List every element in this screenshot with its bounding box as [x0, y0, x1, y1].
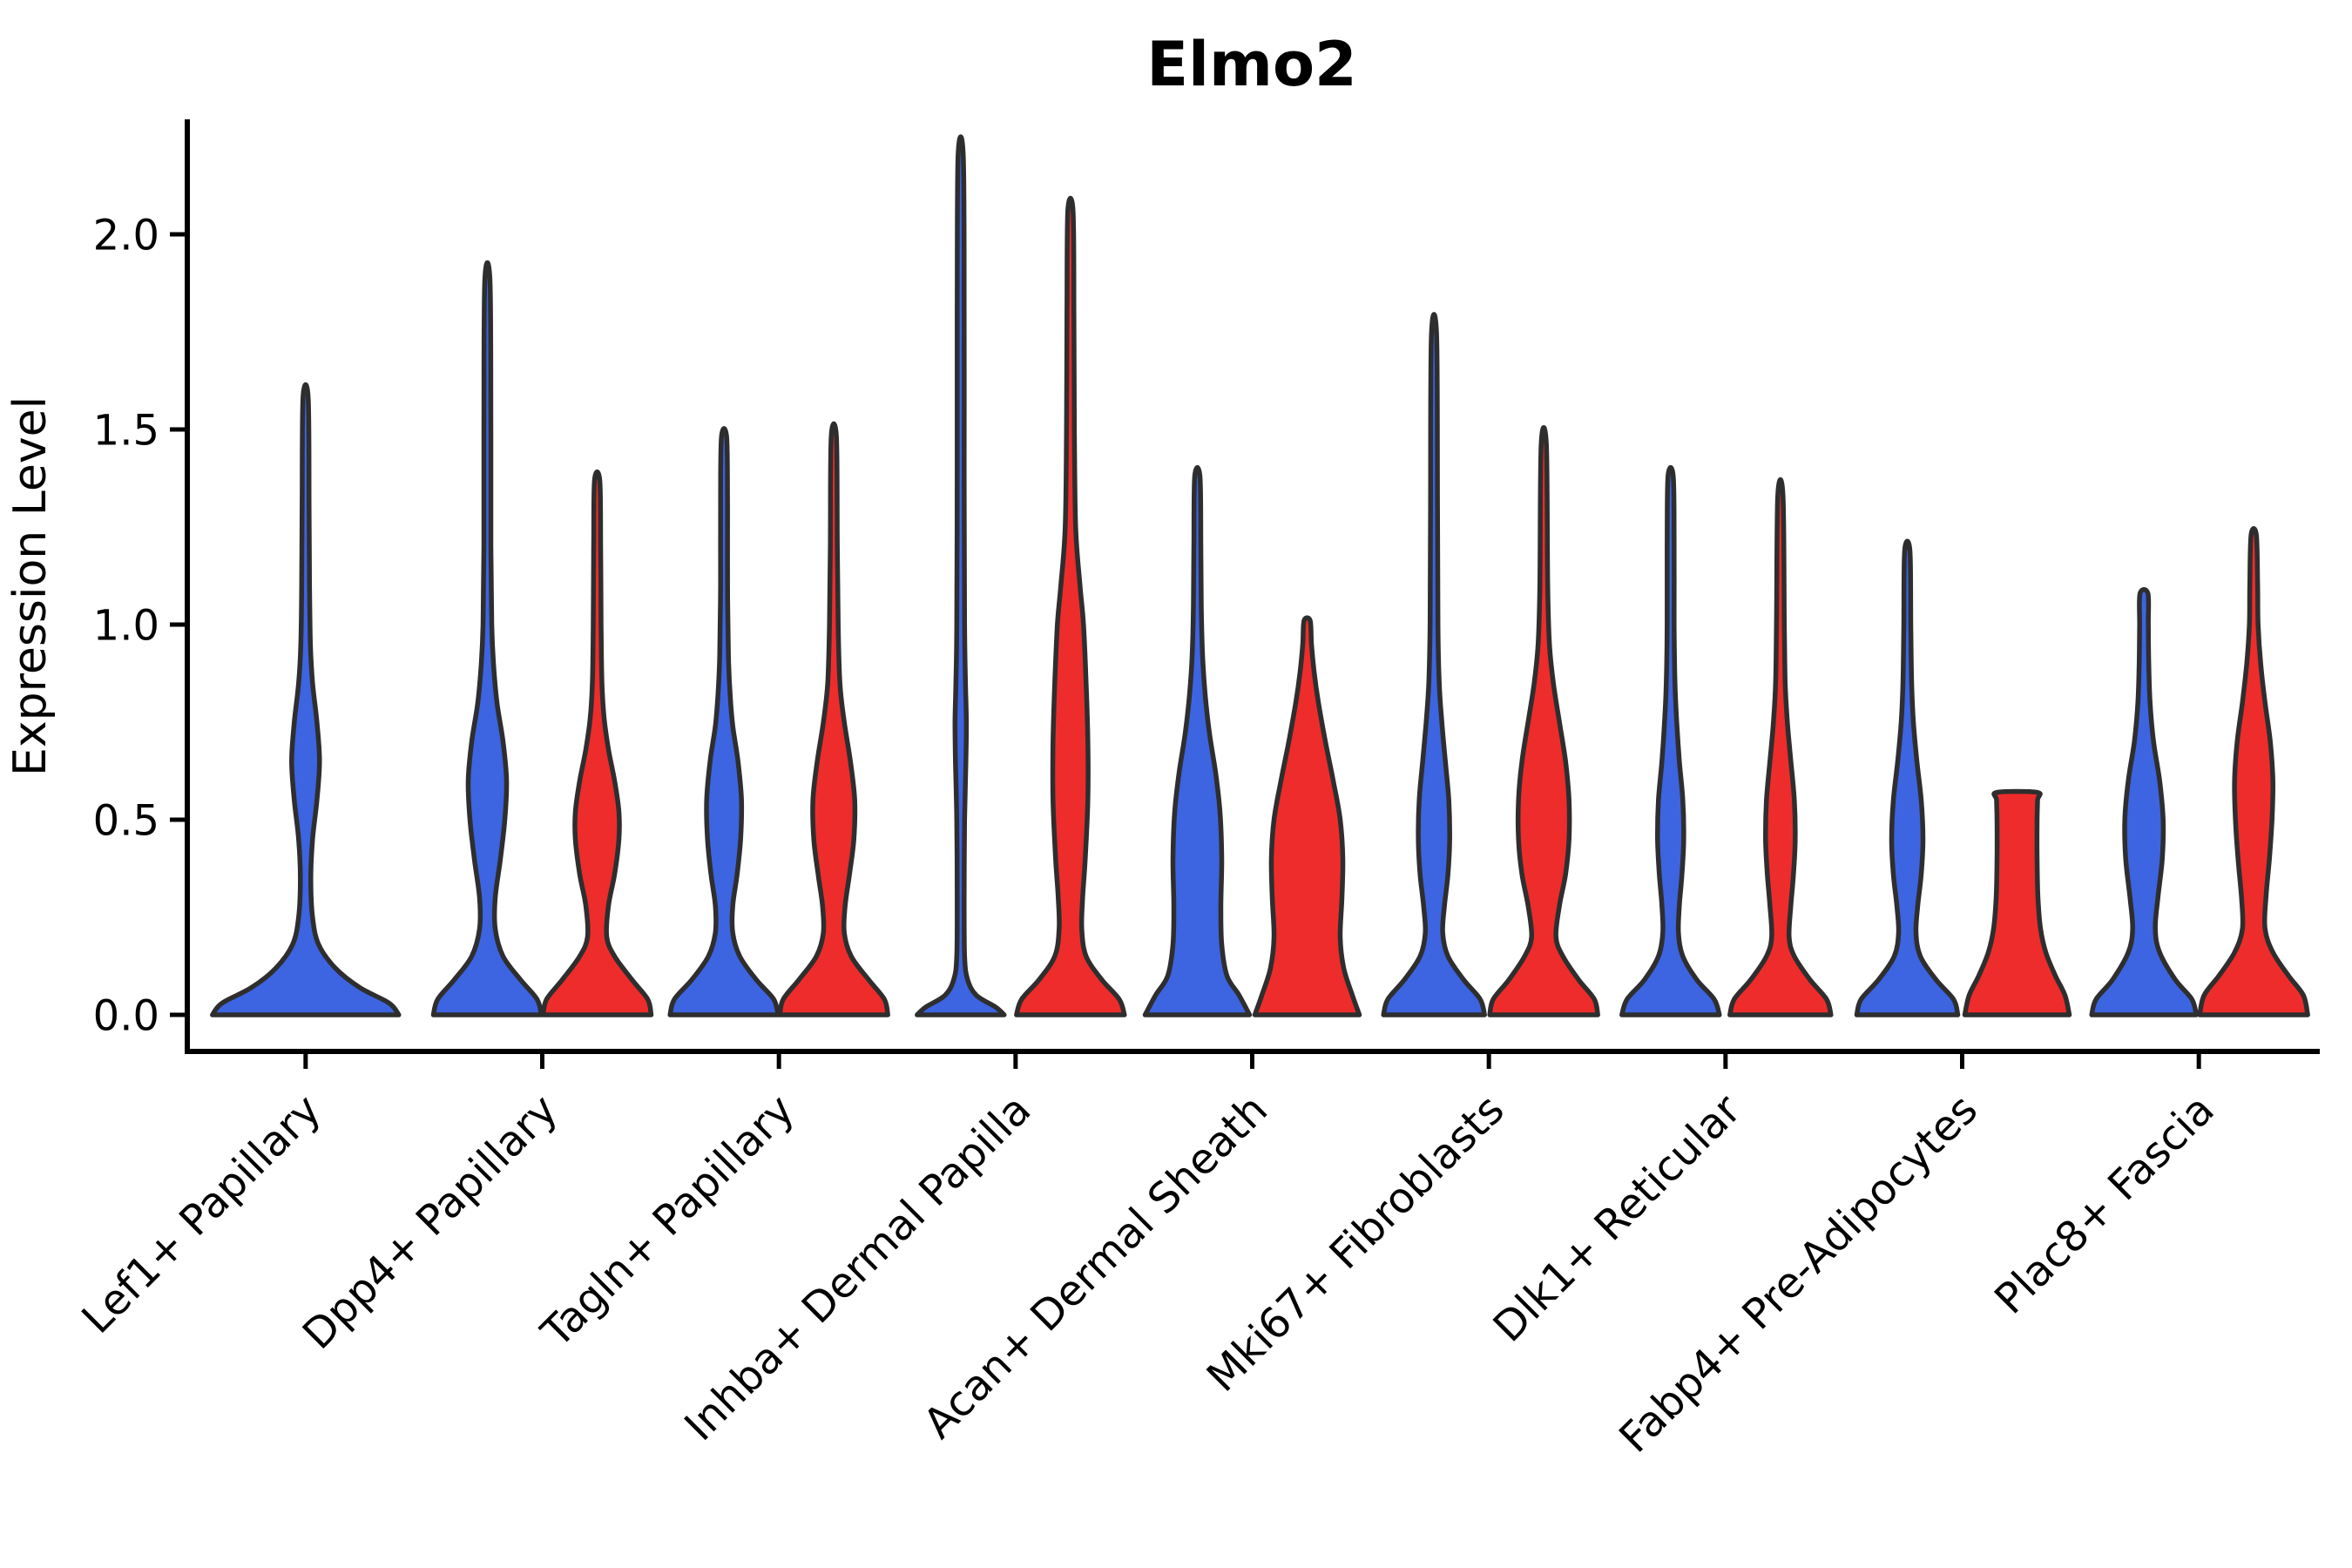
x-tick-label: Tagln+ Papillary — [531, 1085, 803, 1357]
y-tick-label: 1.0 — [93, 601, 159, 650]
violin-red-plac8-fascia — [2197, 525, 2310, 1017]
violin-blue-dlk1-reticular — [1619, 464, 1722, 1017]
violin-blue-inhba-dermal-papilla — [915, 134, 1007, 1017]
y-tick-label: 2.0 — [93, 211, 159, 260]
violin-blue-dpp4-papillary — [430, 260, 544, 1017]
x-tick-label: Plac8+ Fascia — [1985, 1085, 2224, 1324]
x-tick-label: Dpp4+ Papillary — [294, 1085, 567, 1359]
x-tick-label: Dlk1+ Reticular — [1484, 1085, 1751, 1352]
violin-blue-mki67-fibroblasts — [1381, 312, 1487, 1017]
chart-title: Elmo2 — [1146, 29, 1357, 100]
violin-blue-plac8-fascia — [2089, 587, 2199, 1017]
violin-red-tagln-papillary — [777, 421, 890, 1017]
violin-red-dpp4-papillary — [540, 469, 654, 1017]
violin-red-acan-dermal-sheath — [1252, 615, 1362, 1017]
y-axis-label: Expression Level — [4, 396, 57, 776]
violin-red-fabp4-pre-adipocytes — [1962, 788, 2072, 1017]
violin-blue-lef1-papillary — [210, 382, 402, 1017]
violin-blue-tagln-papillary — [667, 426, 781, 1017]
violin-red-mki67-fibroblasts — [1487, 424, 1600, 1017]
violins-layer — [210, 134, 2310, 1017]
x-tick-label: Lef1+ Papillary — [72, 1085, 330, 1343]
violin-blue-acan-dermal-sheath — [1142, 464, 1253, 1017]
violin-red-inhba-dermal-papilla — [1014, 195, 1127, 1017]
y-tick-label: 0.5 — [93, 796, 159, 845]
y-ticks: 0.0 0.5 1.0 1.5 2.0 — [93, 211, 187, 1040]
y-tick-label: 0.0 — [93, 991, 159, 1040]
violin-red-dlk1-reticular — [1727, 476, 1834, 1017]
y-tick-label: 1.5 — [93, 406, 159, 455]
violin-blue-fabp4-pre-adipocytes — [1854, 538, 1961, 1017]
